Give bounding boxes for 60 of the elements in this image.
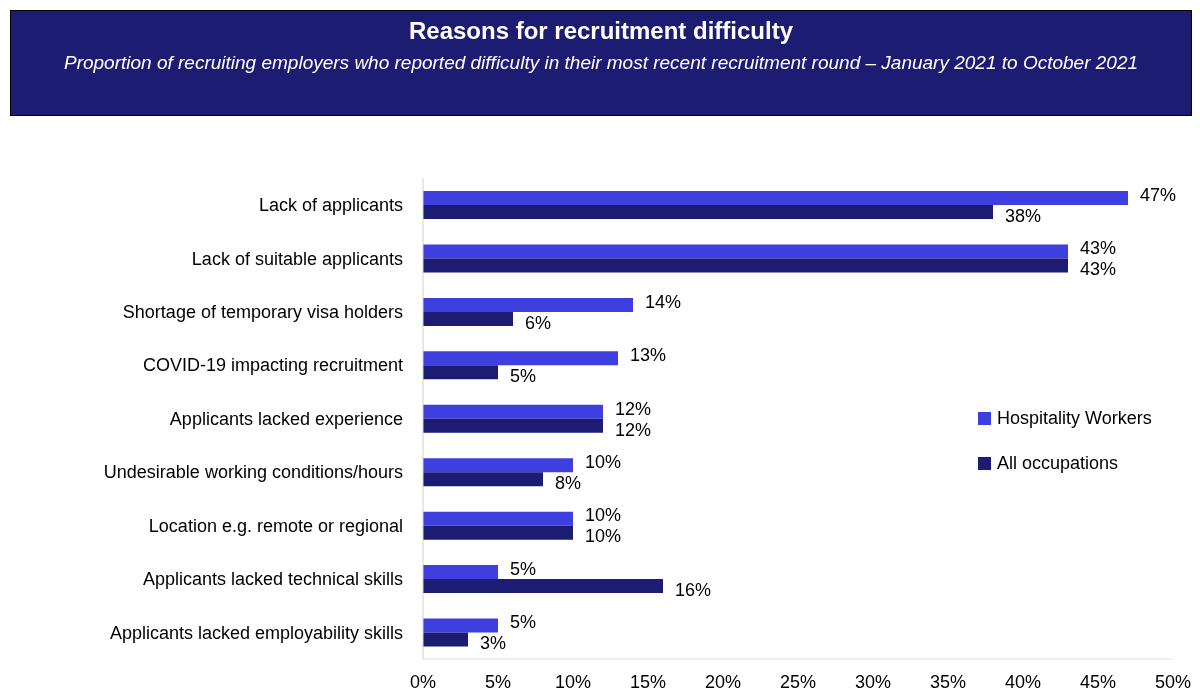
bar bbox=[423, 351, 618, 366]
y-tick-label: Shortage of temporary visa holders bbox=[122, 302, 403, 322]
data-label: 16% bbox=[675, 579, 712, 600]
data-label: 14% bbox=[645, 291, 682, 312]
bar bbox=[423, 311, 513, 326]
data-label: 5% bbox=[510, 366, 537, 387]
y-tick-label: Applicants lacked technical skills bbox=[142, 569, 403, 590]
data-label: 12% bbox=[615, 419, 652, 440]
bar bbox=[423, 511, 573, 526]
x-tick-label: 35% bbox=[929, 671, 967, 692]
data-label: 10% bbox=[585, 526, 622, 547]
bar bbox=[423, 365, 498, 380]
x-tick-label: 5% bbox=[484, 671, 512, 692]
bar bbox=[423, 525, 573, 540]
data-label: 47% bbox=[1140, 184, 1177, 205]
data-label: 5% bbox=[510, 612, 537, 633]
data-label: 38% bbox=[1005, 205, 1042, 226]
bar bbox=[423, 618, 498, 633]
bar bbox=[423, 632, 468, 647]
data-label: 12% bbox=[615, 398, 652, 419]
bar bbox=[423, 258, 1068, 273]
y-tick-label: Undesirable working conditions/hours bbox=[103, 462, 403, 483]
y-tick-label: Applicants lacked experience bbox=[169, 408, 403, 429]
data-label: 6% bbox=[525, 312, 552, 333]
bar bbox=[423, 458, 573, 473]
data-label: 43% bbox=[1080, 238, 1117, 259]
data-label: 43% bbox=[1080, 259, 1117, 280]
x-tick-label: 20% bbox=[704, 671, 742, 692]
data-label: 10% bbox=[585, 451, 622, 472]
chart-subtitle: Proportion of recruiting employers who reported difficulty in their most recent recruitment round – January 2021 to October 2021 bbox=[62, 51, 1140, 75]
bar bbox=[423, 579, 663, 594]
y-tick-label: COVID-19 impacting recruitment bbox=[142, 355, 403, 376]
x-tick-label: 45% bbox=[1079, 671, 1117, 692]
y-tick-label: Location e.g. remote or regional bbox=[148, 515, 403, 536]
chart-title: Reasons for recruitment difficulty bbox=[407, 17, 795, 45]
x-tick-label: 40% bbox=[1004, 671, 1042, 692]
x-tick-label: 10% bbox=[554, 671, 592, 692]
bar bbox=[423, 418, 603, 433]
bar bbox=[423, 244, 1068, 259]
bar bbox=[423, 404, 603, 419]
legend-label: All occupations bbox=[997, 453, 1119, 474]
x-tick-label: 0% bbox=[409, 671, 437, 692]
x-tick-label: 15% bbox=[629, 671, 667, 692]
y-tick-label: Applicants lacked employability skills bbox=[109, 622, 403, 643]
x-tick-label: 30% bbox=[854, 671, 892, 692]
y-tick-label: Lack of applicants bbox=[258, 195, 403, 216]
x-tick-label: 25% bbox=[779, 671, 817, 692]
bar bbox=[423, 297, 633, 312]
bar bbox=[423, 191, 1128, 205]
legend-label: Hospitality Workers bbox=[997, 408, 1152, 429]
bar bbox=[423, 565, 498, 580]
data-label: 10% bbox=[585, 505, 622, 526]
x-tick-label: 50% bbox=[1154, 671, 1192, 692]
bar bbox=[423, 472, 543, 487]
y-tick-label: Lack of suitable applicants bbox=[191, 248, 403, 269]
data-label: 13% bbox=[630, 345, 667, 366]
data-label: 5% bbox=[510, 558, 537, 579]
bar bbox=[423, 205, 993, 219]
data-label: 3% bbox=[480, 633, 507, 654]
data-label: 8% bbox=[555, 472, 582, 493]
